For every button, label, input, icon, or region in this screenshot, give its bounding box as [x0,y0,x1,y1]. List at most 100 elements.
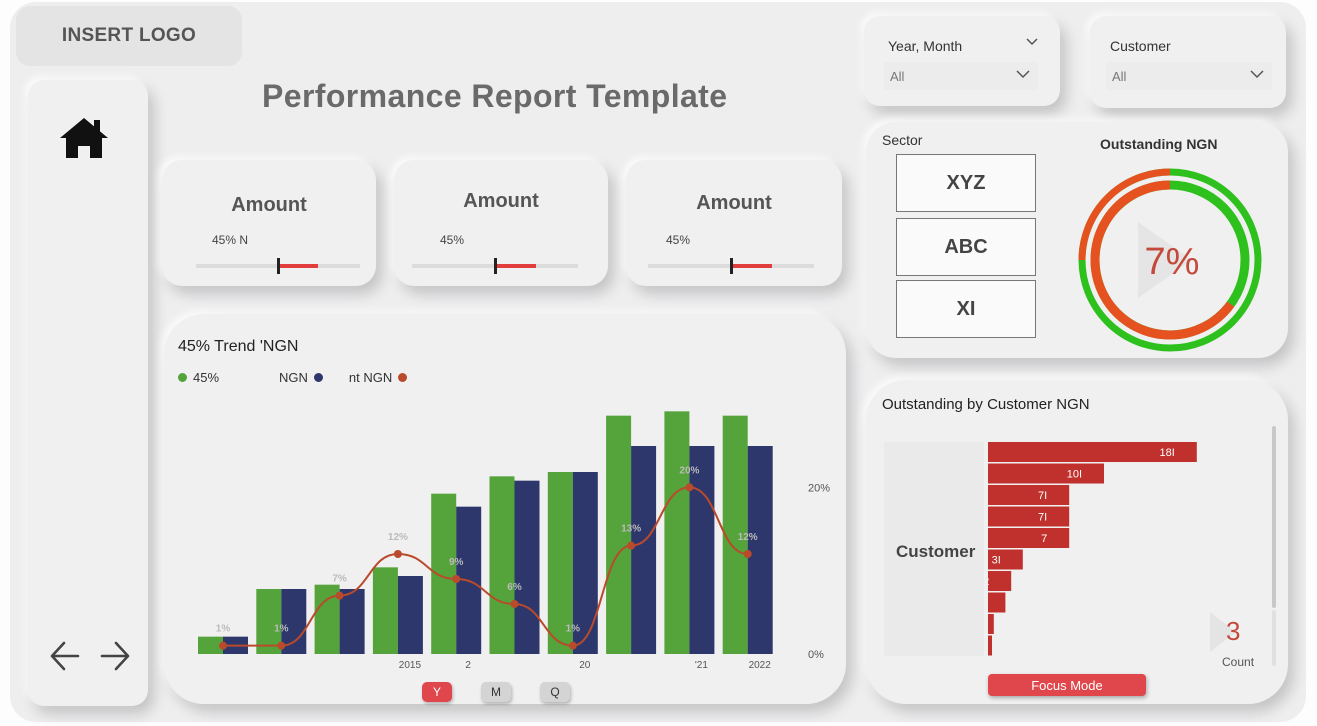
trend-legend: 45% NGN nt NGN [178,370,408,385]
period-year-button[interactable]: Y [422,682,452,702]
count-label: Count [1222,655,1255,669]
focus-mode-button[interactable]: Focus Mode [988,674,1146,696]
sector-abc-button[interactable]: ABC [896,218,1036,276]
bar-navy [339,589,365,654]
chevron-down-icon[interactable] [1026,38,1038,46]
back-arrow-icon[interactable] [48,638,82,674]
kpi-card-1: Amount 45% N [162,160,376,286]
bar-value-label: 3I [992,555,1001,567]
data-label: 9% [449,557,464,568]
bar-navy [689,446,715,654]
bar-navy [397,576,423,654]
y2-tick-label: 20% [808,482,830,494]
bar-green [664,411,690,654]
bar-navy [281,589,307,654]
play-shape [1138,222,1192,298]
axis-background [884,442,984,656]
bar-navy [631,446,657,654]
forward-arrow-icon[interactable] [98,638,132,674]
bar-green [547,472,573,654]
customer-bar [988,614,994,634]
bar-green [489,476,515,654]
sector-label: Sector [882,132,923,148]
customer-axis-label: Customer [896,542,976,561]
line-point [743,550,752,558]
data-label: 12% [738,532,758,543]
chevron-down-icon[interactable] [1016,70,1030,79]
home-icon[interactable] [58,116,110,160]
logo-text: INSERT LOGO [61,25,197,46]
trend-chart-title: 45% Trend 'NGN [178,338,299,355]
scrollbar-track [1272,610,1276,666]
bar-navy [514,480,540,654]
customer-bar [988,485,1070,505]
scrollbar[interactable] [1272,426,1276,608]
customer-bar [988,463,1104,484]
line-point [510,600,519,608]
nav-panel [28,80,148,706]
period-month-button[interactable]: M [481,682,511,702]
outer-ring-orange-arc [1078,168,1171,261]
kpi-title: Amount [696,192,772,214]
x-tick-label: 20 [579,660,591,671]
line-point [277,641,286,650]
data-label: 7% [332,574,347,585]
sector-xyz-button[interactable]: XYZ [896,154,1036,212]
line-point [627,541,636,550]
kpi-subtitle: 45% [440,233,465,247]
x-tick-label: '21 [695,660,708,671]
sector-xi-button[interactable]: XI [896,280,1036,338]
legend-item: NGN [279,370,308,385]
legend-dot-orange [398,373,408,382]
kpi-title: Amount [231,194,307,216]
legend-item: 45% [193,370,220,385]
chevron-down-icon[interactable] [1250,70,1264,79]
data-label: 1% [274,624,289,635]
customer-bar [988,635,992,656]
customer-dropdown[interactable]: All [1106,62,1272,90]
data-label: 12% [388,532,408,543]
line-point [685,483,694,492]
year-month-slicer[interactable]: Year, Month All [864,16,1060,106]
kpi-subtitle: 45% N [212,233,249,247]
year-month-value: All [890,69,905,84]
kpi-card-2: Amount 45% [394,160,608,286]
bar-value-label: 7 [1041,533,1047,545]
outstanding-ring-chart: 7% [1078,168,1262,352]
count-value: 3 [1226,616,1241,646]
data-label: 13% [621,524,641,535]
kpi-gauge-fill [278,264,319,268]
trend-chart-card: 45% Trend 'NGN 45% NGN nt NGN 2015 2 20 '21… [164,314,846,704]
kpi-gauge-marker [494,258,497,274]
line-point [568,641,577,650]
trend-chart: 2015 2 20 '21 2022 1% 1% 7% 12% 9% 6% 1% 13% 20% 12% 20… [198,411,830,671]
kpi-gauge-fill [495,264,536,268]
kpi-title: Amount [463,190,539,212]
bar-navy [747,446,773,654]
data-label: 1% [566,624,581,635]
bar-green [722,415,748,654]
bar-value-label: 2 [988,576,989,588]
page-title: Performance Report Template [262,78,728,114]
play-icon [1210,612,1236,652]
customer-label: Customer [1110,38,1171,54]
year-month-label: Year, Month [888,38,963,54]
customer-value: All [1112,69,1127,84]
data-label: 1% [216,624,231,635]
x-tick-label: 2 [465,660,471,671]
bar-value-label: 7I [1038,490,1047,502]
customer-bar [988,592,1006,613]
bar-value-label: 7I [1038,512,1047,524]
kpi-subtitle: 45% [666,233,691,247]
bar-value-label: 10I [1067,469,1082,481]
line-series [222,486,748,647]
data-label: 20% [679,465,699,476]
customer-slicer[interactable]: Customer All [1090,16,1286,108]
line-point [393,550,402,558]
kpi-card-3: Amount 45% [626,160,842,286]
period-quarter-button[interactable]: Q [540,682,570,702]
bar-green [256,589,282,654]
year-month-dropdown[interactable]: All [884,62,1038,90]
sector-outstanding-card: Sector XYZ ABC XI Outstanding NGN 7% [866,122,1288,358]
customer-bar [988,571,1012,591]
